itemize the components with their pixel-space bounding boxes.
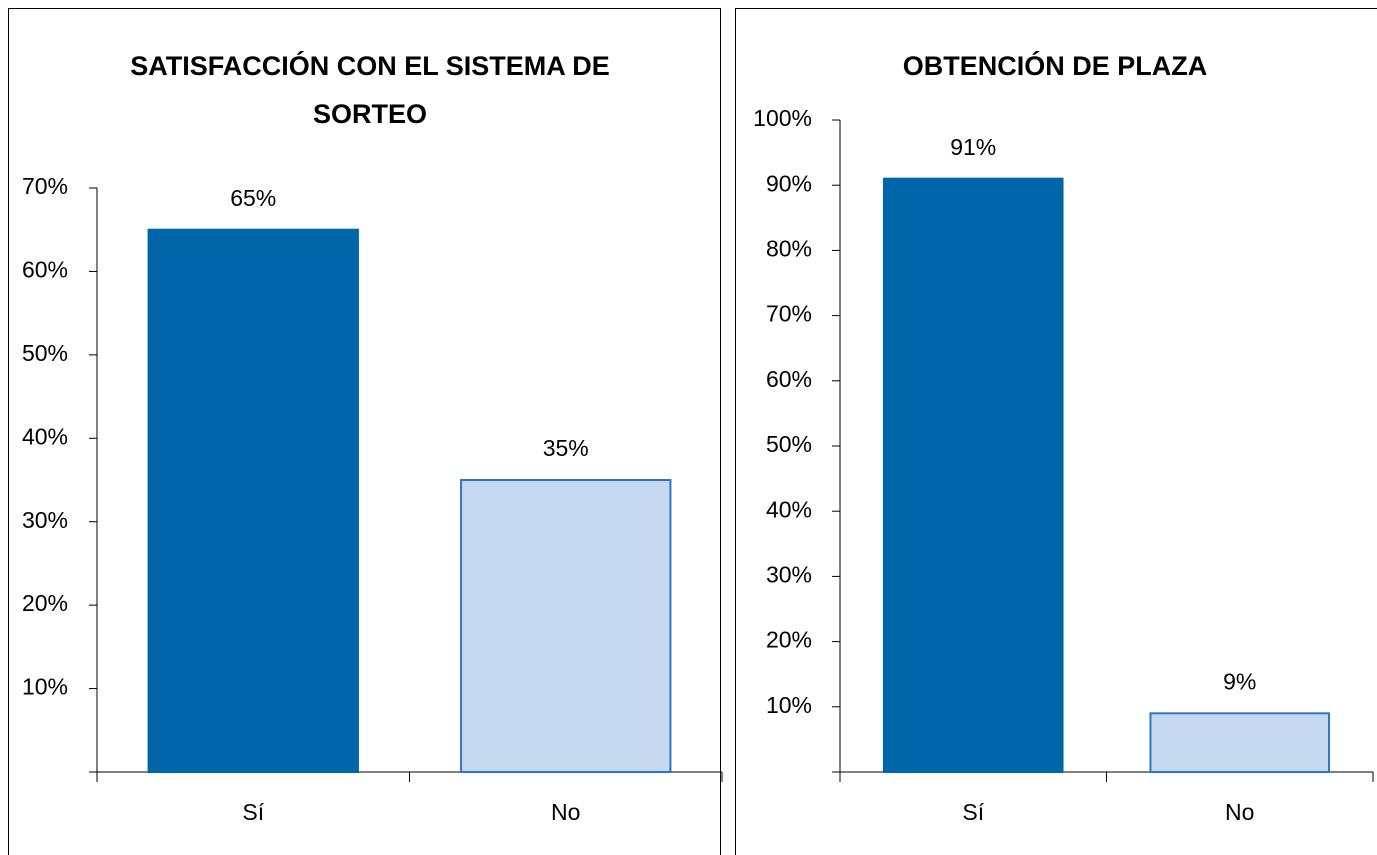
y-tick-label: 70% xyxy=(22,173,68,199)
y-tick-label: 50% xyxy=(766,431,812,457)
x-tick-label: Sí xyxy=(242,799,264,825)
bar xyxy=(460,479,672,773)
x-tick-label: No xyxy=(1225,799,1254,825)
y-tick-label: 10% xyxy=(766,692,812,718)
chart-title: OBTENCIÓN DE PLAZA xyxy=(902,51,1208,81)
y-tick-label: 30% xyxy=(22,507,68,533)
panel-frame xyxy=(735,8,1377,855)
y-tick-label: 70% xyxy=(766,301,812,327)
y-tick-label: 40% xyxy=(766,496,812,522)
y-tick-label: 100% xyxy=(753,105,812,131)
chart-title: SATISFACCIÓN CON EL SISTEMA DE SORTEO xyxy=(130,51,610,129)
x-tick-label: Sí xyxy=(962,799,984,825)
data-label: 65% xyxy=(230,185,276,211)
x-tick-label: No xyxy=(551,799,580,825)
y-tick-label: 10% xyxy=(22,674,68,700)
y-tick-label: 80% xyxy=(766,235,812,261)
y-tick-label: 60% xyxy=(766,366,812,392)
bar xyxy=(882,177,1064,773)
panel-frame xyxy=(8,8,721,855)
y-tick-label: 20% xyxy=(22,590,68,616)
y-tick-label: 20% xyxy=(766,627,812,653)
bar xyxy=(147,228,359,773)
data-label: 35% xyxy=(543,435,589,461)
y-tick-label: 40% xyxy=(22,423,68,449)
y-tick-label: 50% xyxy=(22,340,68,366)
data-label: 9% xyxy=(1223,668,1256,694)
bar xyxy=(1149,712,1331,774)
y-tick-label: 90% xyxy=(766,170,812,196)
data-label: 91% xyxy=(950,134,996,160)
y-tick-label: 30% xyxy=(766,561,812,587)
y-tick-label: 60% xyxy=(22,257,68,283)
